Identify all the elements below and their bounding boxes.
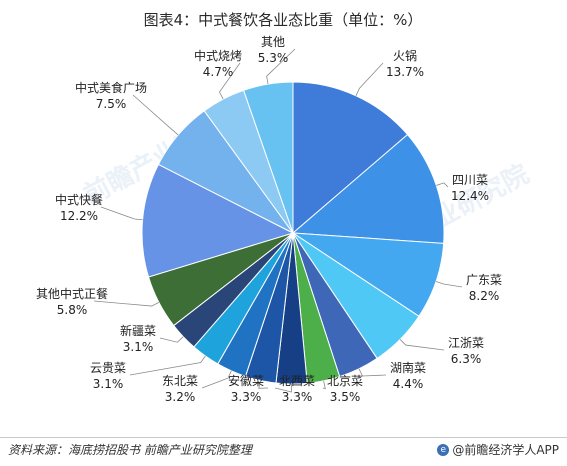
leader-line <box>132 94 179 136</box>
slice-name-label: 火锅 <box>393 48 417 63</box>
slice-name-label: 四川菜 <box>452 173 488 187</box>
slice-value-label: 12.2% <box>60 209 98 223</box>
slice-name-label: 其他 <box>261 35 285 49</box>
slice-value-label: 3.3% <box>231 390 262 404</box>
slice-value-label: 3.2% <box>165 390 196 404</box>
slice-name-label: 云贵菜 <box>90 361 126 375</box>
leader-line <box>435 281 463 288</box>
leader-line <box>129 355 206 376</box>
slice-value-label: 5.3% <box>258 51 289 65</box>
slice-value-label: 7.5% <box>96 97 127 111</box>
slice-name-label: 中式快餐 <box>55 192 103 207</box>
slice-value-label: 3.5% <box>330 390 361 404</box>
slice-name-label: 中式烧烤 <box>194 48 242 63</box>
leader-line <box>399 339 445 351</box>
pie-slice <box>292 81 409 235</box>
footer-divider <box>0 437 567 438</box>
slice-name-label: 东北菜 <box>162 374 198 388</box>
leader-line <box>100 206 143 221</box>
leader-line <box>358 368 387 377</box>
leader-line <box>436 182 449 188</box>
leader-line <box>274 383 292 393</box>
slice-name-label: 新疆菜 <box>120 323 156 338</box>
slice-value-label: 3.3% <box>282 390 313 404</box>
slice-value-label: 4.7% <box>203 65 234 79</box>
slice-value-label: 12.4% <box>451 189 489 203</box>
brand-text: @前瞻经济学人APP <box>452 443 559 457</box>
leader-line <box>258 380 269 389</box>
brand-credit: e @前瞻经济学人APP <box>437 441 559 458</box>
slice-name-label: 江浙菜 <box>448 336 484 350</box>
slice-value-label: 13.7% <box>386 65 424 79</box>
leader-line <box>93 300 160 307</box>
pie-slices <box>141 81 445 385</box>
slice-name-label: 中式美食广场 <box>75 80 147 95</box>
slice-name-label: 北京菜 <box>327 374 363 388</box>
slice-value-label: 3.1% <box>93 377 124 391</box>
slice-name-label: 广东菜 <box>466 273 502 287</box>
leader-line <box>355 62 384 96</box>
pie-labels: 火锅 13.7% 四川菜 12.4% 广东菜 8.2% 江浙菜 6.3% 湖南菜 4.4% 北京菜 3… <box>36 35 502 404</box>
qianzhan-logo-icon: e <box>437 443 450 456</box>
slice-name-label: 安徽菜 <box>228 373 264 388</box>
pie-slice <box>243 81 294 234</box>
slice-value-label: 5.8% <box>57 303 88 317</box>
slice-value-label: 3.1% <box>123 340 154 354</box>
leader-line <box>201 370 232 389</box>
source-note: 资料来源：海底捞招股书 前瞻产业研究院整理 <box>8 443 252 457</box>
slice-name-label: 湖南菜 <box>390 360 426 375</box>
slice-name-label: 北西菜 <box>279 374 315 388</box>
leader-line <box>219 62 241 100</box>
slice-value-label: 6.3% <box>451 352 482 366</box>
leader-line <box>266 48 296 85</box>
slice-value-label: 4.4% <box>393 377 424 391</box>
slice-value-label: 8.2% <box>469 289 500 303</box>
chart-title: 图表4：中式餐饮各业态比重（单位：%） <box>144 11 423 29</box>
leader-line <box>322 380 326 390</box>
pie-slice <box>291 133 445 244</box>
leader-line <box>159 336 184 343</box>
slice-name-label: 其他中式正餐 <box>36 286 108 301</box>
